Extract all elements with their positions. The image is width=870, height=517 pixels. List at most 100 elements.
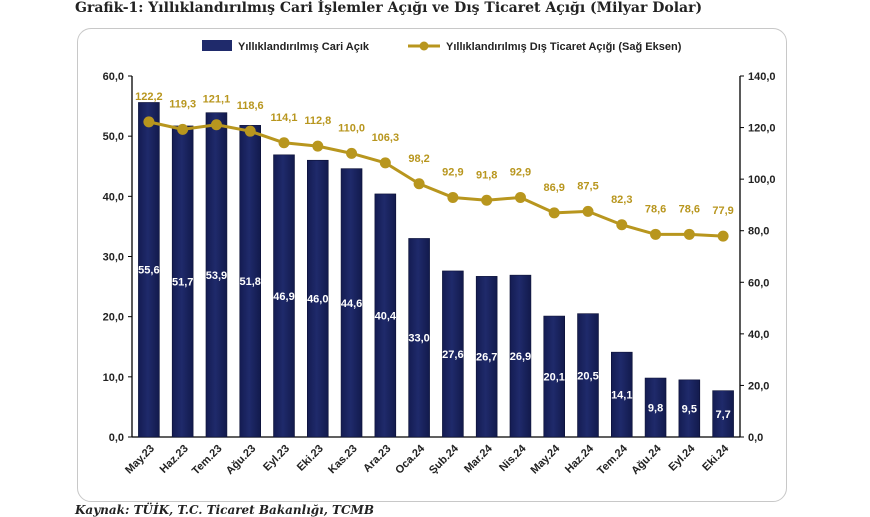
line-value-label: 106,3 [372,132,400,144]
right-tick-label: 60,0 [748,277,769,289]
line-value-label: 91,8 [476,169,497,181]
line-point [481,194,493,206]
bar [442,270,464,438]
line-value-label: 87,5 [577,180,598,192]
right-tick-label: 140,0 [748,71,776,83]
legend-bar-label: Yıllıklandırılmış Cari Açık [238,41,370,53]
x-tick-label: Şub.24 [427,442,462,477]
bar-value-label: 33,0 [408,333,429,345]
left-tick-label: 50,0 [103,131,124,143]
bar [543,315,565,438]
line-point [717,230,729,242]
legend-line-marker [419,41,429,51]
line-point [413,178,425,190]
line-value-label: 86,9 [544,182,565,194]
line-point [548,207,560,219]
x-tick-label: Tem.24 [595,442,630,477]
left-tick-label: 30,0 [103,252,124,264]
bar-value-label: 53,9 [206,270,227,282]
x-tick-label: May.24 [528,442,562,476]
bar [340,168,363,438]
line-value-label: 77,9 [712,205,733,217]
bar [509,274,532,438]
source-note: Kaynak: TÜİK, T.C. Ticaret Bakanlığı, TC… [75,503,374,517]
x-tick-label: May.23 [123,443,157,477]
bar [239,125,261,438]
line-point [177,123,189,135]
bar-value-label: 9,5 [682,403,697,415]
line-point [278,137,290,149]
x-tick-label: Kas.23 [326,443,360,477]
bar-value-label: 44,6 [341,298,362,310]
bar-value-label: 14,1 [611,390,632,402]
line-point [683,228,695,240]
x-tick-label: Eki.24 [700,442,732,474]
line-value-label: 82,3 [611,194,632,206]
x-tick-label: Ağu.23 [224,443,258,477]
bar [577,313,599,438]
bar-value-label: 20,5 [577,370,598,382]
line-value-label: 98,2 [408,153,429,165]
line-point [650,228,662,240]
line-point [244,125,256,137]
line-point [514,191,526,203]
bar-value-label: 7,7 [715,409,730,421]
x-tick-label: Haz.23 [158,443,191,476]
right-tick-label: 120,0 [748,123,776,135]
line-value-label: 92,9 [442,166,463,178]
x-tick-label: Eki.23 [295,443,326,474]
bar [644,377,667,438]
line-point [143,116,155,128]
x-tick-label: Ağu.24 [629,442,664,477]
left-tick-label: 60,0 [103,71,124,83]
left-tick-label: 20,0 [103,312,124,324]
left-tick-label: 10,0 [103,372,124,384]
bar [205,112,228,438]
bar [408,238,430,438]
x-tick-label: Ara.23 [361,443,393,475]
bar-value-label: 27,6 [442,349,463,361]
line-value-label: 78,6 [679,203,700,215]
bar-value-label: 51,7 [172,276,193,288]
bar [678,379,701,438]
line-point [616,219,628,231]
line-series [148,120,724,238]
line-point [447,191,459,203]
bar [611,351,633,438]
chart-svg: 0,0 10,0 20,0 30,0 40,0 50,0 60,0 0,0 20,0 40,0 60… [103,40,776,477]
legend-line-label: Yıllıklandırılmış Dış Ticaret Açığı (Sağ… [446,41,682,53]
chart-area: 0,0 10,0 20,0 30,0 40,0 50,0 60,0 0,0 20,0 40,0 60… [77,28,787,502]
line-point [346,147,358,159]
line-value-label: 110,0 [338,122,365,134]
bar-value-label: 26,7 [476,352,497,364]
bar [475,276,498,438]
left-tick-label: 40,0 [103,191,124,203]
x-tick-label: Eyl.24 [666,442,698,474]
line-point [210,119,222,131]
line-value-label: 78,6 [645,203,666,215]
line-value-label: 118,6 [237,100,264,112]
line-point [582,205,594,217]
bar [273,154,295,438]
x-tick-label: Eyl.23 [261,443,292,474]
bar [307,159,329,438]
bar-value-label: 20,1 [544,372,565,384]
right-tick-label: 40,0 [748,329,769,341]
line-point [312,140,324,152]
bar-value-label: 51,8 [240,276,261,288]
x-tick-label: Haz.24 [563,442,597,476]
line-value-label: 92,9 [510,166,531,178]
bar [712,390,734,438]
bar [138,102,160,438]
x-tick-label: Oca.24 [393,442,428,477]
right-tick-label: 20,0 [748,380,769,392]
line-value-label: 119,3 [169,98,196,110]
legend-bar-swatch [202,40,232,51]
left-tick-label: 0,0 [109,432,124,444]
line-value-label: 121,1 [203,94,231,106]
line-value-label: 112,8 [304,115,331,127]
right-tick-label: 100,0 [748,174,776,186]
bar-value-label: 46,9 [273,291,294,303]
bar-value-label: 40,4 [375,310,397,322]
bar [374,193,397,438]
